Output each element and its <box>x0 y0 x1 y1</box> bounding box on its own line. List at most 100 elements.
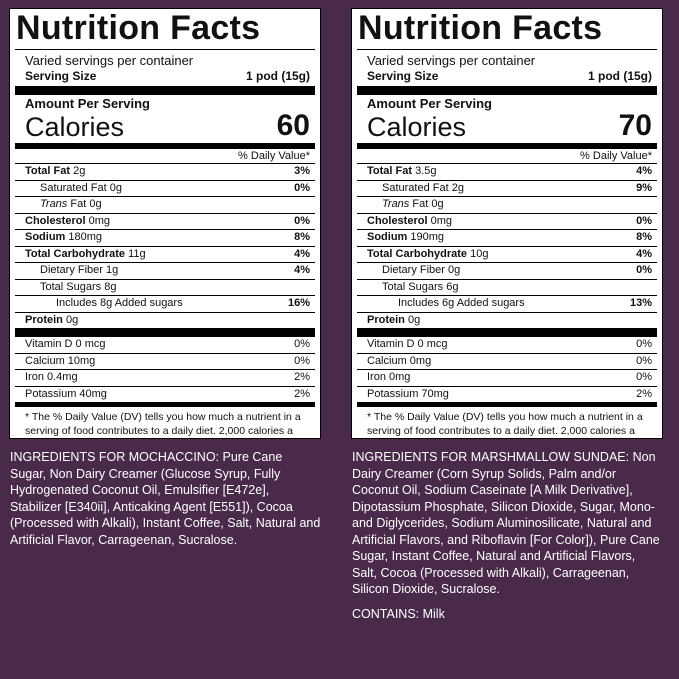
nutrient-amount: Fat 0g <box>412 198 444 210</box>
vitamin-row: Vitamin D 0 mcg 0% <box>357 337 657 353</box>
vitamin-name: Potassium 40mg <box>25 387 107 400</box>
nutrient-amount: 8g <box>104 280 117 293</box>
nutrient-amount: 2g <box>73 165 86 177</box>
nutrient-row: Total Carbohydrate 11g 4% <box>15 245 315 263</box>
amount-per-serving: Amount Per Serving <box>367 96 492 111</box>
nutrient-amount: 0g <box>109 181 122 194</box>
nutrition-label-marshmallow-sundae: Nutrition Facts Varied servings per cont… <box>351 8 663 439</box>
divider-thick <box>357 86 657 95</box>
vitamin-row: Potassium 70mg 2% <box>357 385 657 403</box>
nutrient-row: Protein 0g <box>15 311 315 329</box>
nutrient-amount: 6g <box>446 280 459 293</box>
nutrient-row: Total Sugars 6g <box>357 278 657 296</box>
nutrient-row: Sodium 180mg 8% <box>15 229 315 246</box>
nutrient-name: Includes 6g Added sugars <box>398 297 525 309</box>
calories-value: 60 <box>276 109 310 142</box>
nutrient-amount: 10g <box>470 247 489 260</box>
divider-medium <box>357 402 657 407</box>
ingredients-mochaccino: INGREDIENTS FOR MOCHACCINO: Pure Cane Su… <box>10 450 321 547</box>
nutrient-row: Includes 8g Added sugars 16% <box>15 295 315 312</box>
nutrient-pct: 4% <box>294 247 310 260</box>
nutrient-name: Saturated Fat <box>40 181 107 194</box>
nutrient-amount: 3.5g <box>415 165 437 177</box>
nutrient-row: Total Sugars 8g <box>15 278 315 296</box>
divider-medium <box>15 402 315 407</box>
mochaccino-column: Nutrition Facts Varied servings per cont… <box>9 8 321 548</box>
nutrition-label-mochaccino: Nutrition Facts Varied servings per cont… <box>9 8 321 439</box>
nutrient-pct: 9% <box>636 181 652 194</box>
divider-thick <box>15 86 315 95</box>
nutrient-row: Protein 0g <box>357 311 657 329</box>
nutrient-name: Total Carbohydrate <box>367 247 468 260</box>
nutrient-pct: 13% <box>629 297 652 309</box>
nutrient-row: Saturated Fat 0g 0% <box>15 179 315 197</box>
vitamin-name: Iron 0mg <box>367 371 411 383</box>
allergen-contains: CONTAINS: Milk <box>352 606 445 621</box>
vitamin-name: Calcium 10mg <box>25 354 96 367</box>
nutrient-name: Sodium <box>367 231 408 243</box>
nutrient-amount: 0g <box>407 313 421 326</box>
daily-value-footnote: * The % Daily Value (DV) tells you how m… <box>367 411 643 437</box>
vitamin-name: Vitamin D 0 mcg <box>25 338 106 350</box>
calories-value: 70 <box>618 109 652 142</box>
nutrient-name: Includes 8g Added sugars <box>56 297 183 309</box>
nutrient-name: Total Carbohydrate <box>25 247 126 260</box>
divider-thick <box>15 328 315 337</box>
nutrient-amount: 180mg <box>68 231 103 243</box>
calories-label: Calories <box>25 112 125 142</box>
divider-medium <box>357 143 657 148</box>
nutrition-facts-title: Nutrition Facts <box>16 9 261 47</box>
vitamin-pct: 0% <box>636 354 652 367</box>
vitamin-pct: 0% <box>636 371 652 383</box>
vitamin-row: Iron 0mg 0% <box>357 369 657 386</box>
calories-row: Calories 60 <box>15 111 315 143</box>
nutrient-row: Trans Fat 0g <box>357 196 657 213</box>
nutrient-row: Cholesterol 0mg 0% <box>357 212 657 230</box>
nutrient-pct: 4% <box>636 165 652 177</box>
vitamin-pct: 2% <box>294 371 310 383</box>
nutrient-name: Dietary Fiber <box>382 264 445 276</box>
nutrient-name: Trans <box>382 198 410 210</box>
ingredients-marshmallow-sundae: INGREDIENTS FOR MARSHMALLOW SUNDAE: Non … <box>352 450 660 596</box>
vitamin-pct: 0% <box>294 354 310 367</box>
nutrient-row: Saturated Fat 2g 9% <box>357 179 657 197</box>
nutrient-pct: 8% <box>294 231 310 243</box>
daily-value-header: % Daily Value* <box>357 148 657 163</box>
nutrient-name: Total Sugars <box>40 280 102 293</box>
nutrient-name: Total Fat <box>367 165 413 177</box>
vitamin-pct: 0% <box>294 338 310 350</box>
divider-thick <box>357 328 657 337</box>
vitamin-row: Calcium 0mg 0% <box>357 352 657 370</box>
nutrient-amount: 1g <box>106 264 119 276</box>
nutrient-name: Cholesterol <box>367 214 428 227</box>
nutrient-amount: 190mg <box>410 231 445 243</box>
vitamin-row: Calcium 10mg 0% <box>15 352 315 370</box>
daily-value-footnote: * The % Daily Value (DV) tells you how m… <box>25 411 301 437</box>
nutrient-row: Total Carbohydrate 10g 4% <box>357 245 657 263</box>
vitamin-pct: 2% <box>636 387 652 400</box>
nutrient-name: Protein <box>25 313 63 326</box>
nutrient-pct: 0% <box>636 214 652 227</box>
nutrient-amount: 0g <box>448 264 461 276</box>
nutrient-amount: 0mg <box>88 214 110 227</box>
vitamin-name: Vitamin D 0 mcg <box>367 338 448 350</box>
vitamin-name: Potassium 70mg <box>367 387 449 400</box>
nutrient-amount: 0g <box>65 313 79 326</box>
nutrient-amount: 2g <box>451 181 464 194</box>
nutrient-row: Dietary Fiber 1g 4% <box>15 262 315 279</box>
nutrient-name: Protein <box>367 313 405 326</box>
nutrient-name: Trans <box>40 198 68 210</box>
vitamin-name: Iron 0.4mg <box>25 371 78 383</box>
nutrient-pct: 0% <box>294 214 310 227</box>
nutrient-pct: 4% <box>294 264 310 276</box>
serving-size-row: Serving Size 1 pod (15g) <box>15 68 315 86</box>
nutrient-row: Sodium 190mg 8% <box>357 229 657 246</box>
nutrient-row: Includes 6g Added sugars 13% <box>357 295 657 312</box>
nutrient-name: Cholesterol <box>25 214 86 227</box>
nutrient-name: Total Fat <box>25 165 71 177</box>
servings-per-container: Varied servings per container <box>15 49 315 68</box>
serving-size-label: Serving Size <box>25 69 97 83</box>
nutrient-row: Trans Fat 0g <box>15 196 315 213</box>
servings-per-container: Varied servings per container <box>357 49 657 68</box>
nutrient-row: Cholesterol 0mg 0% <box>15 212 315 230</box>
